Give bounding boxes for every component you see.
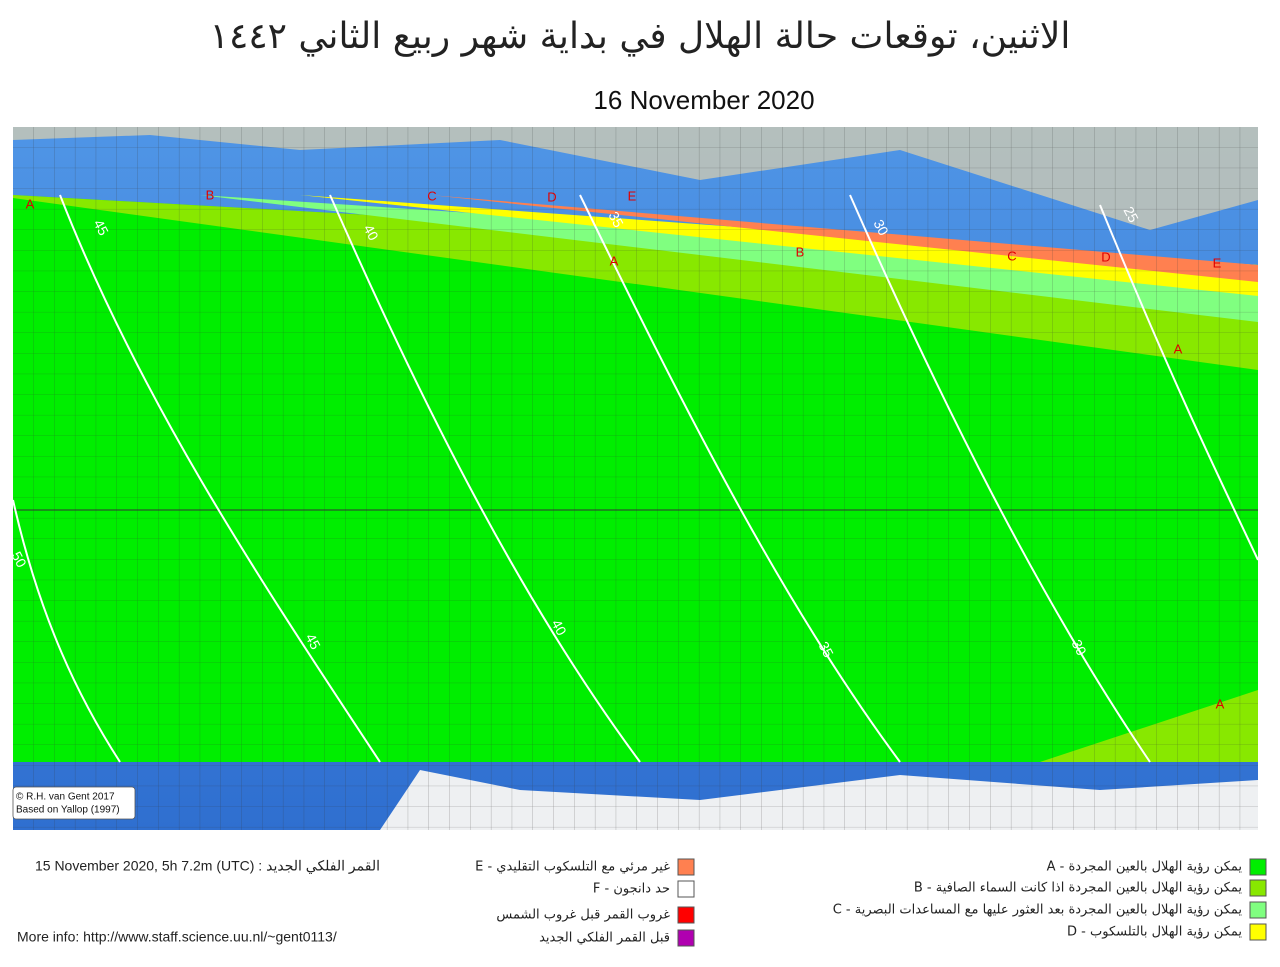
more-info: More info: http://www.staff.science.uu.n… (17, 929, 337, 945)
contour-label: 30 (870, 217, 892, 238)
map: A B C D E A B C D E A A 45 40 35 30 25 50 45 40 35 30 © R.H. v… (8, 127, 1259, 830)
legend-swatch (677, 929, 695, 947)
zone-label: A (610, 253, 619, 268)
new-moon: 15 November 2020, 5h 7.2m (UTC) : القمر … (35, 858, 380, 875)
contour-label: 40 (548, 617, 570, 638)
legend-label: غروب القمر قبل غروب الشمس (496, 908, 670, 923)
contour-label: 40 (360, 222, 382, 243)
contour-label: 50 (8, 549, 30, 570)
zone-label: E (1213, 255, 1222, 270)
legend-swatch (1249, 901, 1267, 919)
legend-swatch (1249, 923, 1267, 941)
legend-label: E - غير مرئي مع التلسكوب التقليدي (475, 860, 670, 875)
zone-label: B (796, 244, 805, 259)
zone-label: B (206, 187, 215, 202)
zone-label: A (26, 196, 35, 211)
legend-swatch (1249, 858, 1267, 876)
legend-label: D - يمكن رؤية الهلال بالتلسكوب (1067, 925, 1242, 940)
legend-label: F - حد دانجون (593, 882, 670, 897)
zone-label: A (1174, 341, 1183, 356)
zone-label: D (547, 189, 556, 204)
zone-label: C (1007, 248, 1016, 263)
grid (13, 127, 1258, 830)
contour-label: 30 (1068, 637, 1090, 658)
contour-label: 45 (302, 631, 324, 652)
zone-label: A (1216, 696, 1225, 711)
legend-swatch (677, 906, 695, 924)
contours (12, 194, 1259, 763)
credit-box (12, 786, 136, 820)
legend-label: C - يمكن رؤية الهلال بالعين المجردة بعد … (833, 903, 1243, 918)
contour-label: 35 (605, 209, 627, 230)
contour-label: 25 (1120, 204, 1142, 225)
legend-swatch (677, 858, 695, 876)
legend-label: قبل القمر الفلكي الجديد (539, 931, 670, 946)
credit: Based on Yallop (1997) (16, 805, 120, 816)
contour-label: 45 (90, 217, 112, 238)
legend-swatch (677, 880, 695, 898)
legend-swatch (1249, 879, 1267, 897)
credit: © R.H. van Gent 2017 (16, 792, 115, 803)
legend-label: B - يمكن رؤية الهلال بالعين المجردة اذا … (914, 881, 1243, 896)
zone-label: D (1101, 249, 1110, 264)
zone-label: E (628, 188, 637, 203)
date: 16 November 2020 (593, 85, 814, 115)
contour-label: 35 (815, 639, 837, 660)
title: الاثنين، توقعات حالة الهلال في بداية شهر… (210, 16, 1071, 57)
legend-label: A - يمكن رؤية الهلال بالعين المجردة (1047, 860, 1243, 875)
zone-label: C (427, 188, 436, 203)
